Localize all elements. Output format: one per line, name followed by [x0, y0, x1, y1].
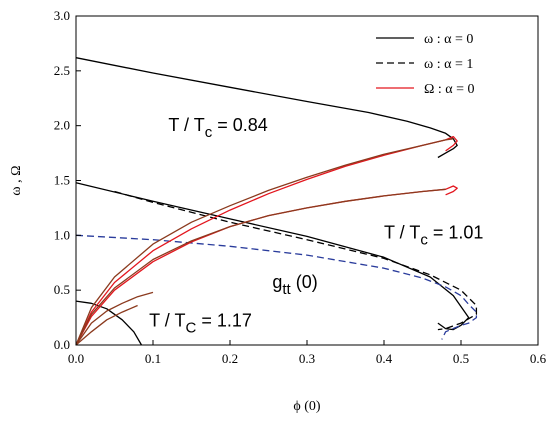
annotation-text: = 1.01: [428, 223, 484, 243]
series-line-omega-a0-084: [75, 57, 458, 159]
x-tick-label: 0.0: [68, 351, 84, 366]
annotation-text: T / T: [384, 223, 420, 243]
series-lines: [75, 57, 478, 346]
y-tick-label: 0.0: [54, 337, 70, 352]
annotation-gtt: gtt (0): [272, 272, 317, 298]
annotation-t117: T / TC = 1.17: [149, 310, 252, 336]
series-line-omega-a0-101: [75, 182, 470, 331]
annotation-text: T / T: [149, 310, 185, 330]
series-line-brown-2: [75, 291, 154, 346]
annotations: T / Tc = 0.84T / Tc = 1.01T / TC = 1.17g…: [149, 115, 483, 336]
series-line-omega-a0-117: [75, 300, 143, 346]
annotation-t101: T / Tc = 1.01: [384, 223, 483, 249]
annotation-subscript: c: [205, 124, 213, 141]
y-tick-label: 3.0: [54, 8, 70, 23]
legend: ω : α = 0 ω : α = 1 Ω : α = 0: [376, 32, 475, 97]
legend-label: ω : α = 0: [424, 32, 473, 47]
x-tick-label: 0.5: [453, 351, 469, 366]
y-tick-label: 2.0: [54, 118, 70, 133]
y-tick-label: 2.5: [54, 63, 70, 78]
annotation-t084: T / Tc = 0.84: [168, 115, 267, 141]
series-line-Omega-red-084: [75, 135, 458, 346]
legend-label: Ω : α = 0: [424, 82, 475, 97]
series-line-omega-a1-101: [114, 190, 478, 331]
y-tick-label: 1.0: [54, 227, 70, 242]
x-axis-label: ϕ (0): [293, 399, 321, 414]
x-tick-label: 0.4: [376, 351, 393, 366]
annotation-subscript: c: [420, 232, 428, 249]
series-line-brown-0: [75, 138, 454, 346]
series-line-gtt-a1-101: [75, 234, 478, 340]
y-tick-label: 1.5: [54, 173, 70, 188]
series-line-Omega-red-101: [75, 185, 458, 346]
annotation-text: T / T: [168, 115, 204, 135]
legend-label: ω : α = 1: [424, 57, 473, 72]
y-tick-label: 0.5: [54, 282, 70, 297]
series-line-brown-1: [75, 188, 446, 346]
series-line-brown-3: [75, 304, 138, 346]
annotation-text: (0): [291, 272, 318, 292]
annotation-subscript: C: [185, 319, 196, 336]
x-tick-label: 0.2: [222, 351, 238, 366]
annotation-subscript: tt: [282, 281, 291, 298]
y-axis-label: ω , Ω: [9, 165, 24, 195]
annotation-text: = 0.84: [212, 115, 268, 135]
x-tick-label: 0.1: [145, 351, 161, 366]
x-tick-label: 0.6: [530, 351, 547, 366]
x-tick-label: 0.3: [299, 351, 315, 366]
annotation-text: = 1.17: [196, 310, 252, 330]
annotation-text: g: [272, 272, 282, 292]
axes: 0.0 0.1 0.2 0.3 0.4 0.5 0.6 0.0 0.5 1.0 1.5 2.0 2.5 3…: [54, 8, 547, 366]
